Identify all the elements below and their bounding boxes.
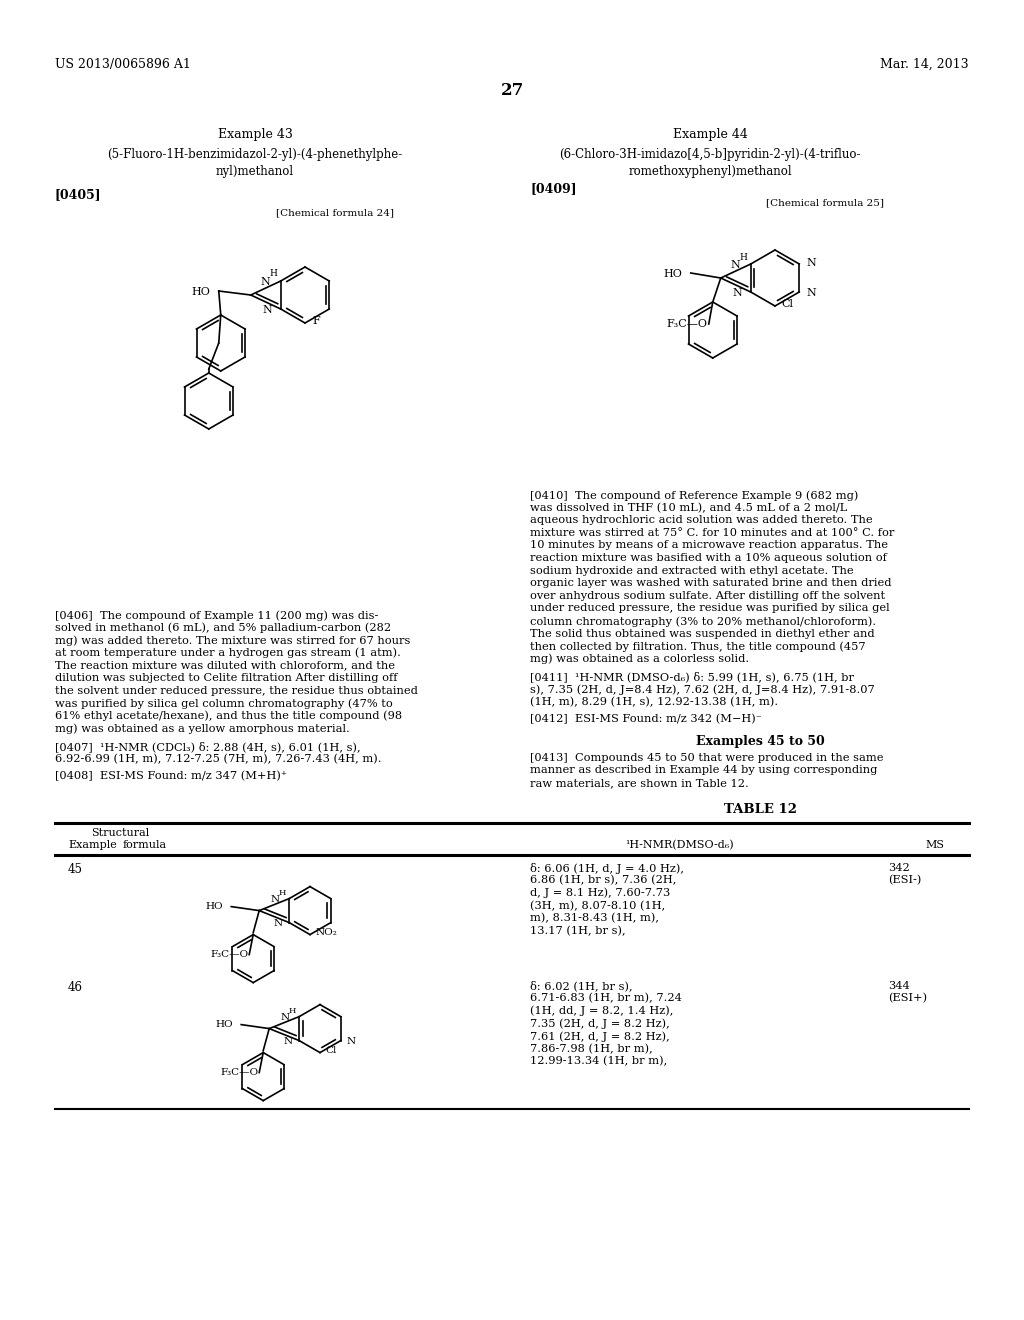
Text: manner as described in Example 44 by using corresponding: manner as described in Example 44 by usi…: [530, 766, 878, 775]
Text: 13.17 (1H, br s),: 13.17 (1H, br s),: [530, 925, 626, 936]
Text: (3H, m), 8.07-8.10 (1H,: (3H, m), 8.07-8.10 (1H,: [530, 900, 666, 911]
Text: 27: 27: [501, 82, 523, 99]
Text: 7.35 (2H, d, J = 8.2 Hz),: 7.35 (2H, d, J = 8.2 Hz),: [530, 1019, 670, 1030]
Text: (1H, m), 8.29 (1H, s), 12.92-13.38 (1H, m).: (1H, m), 8.29 (1H, s), 12.92-13.38 (1H, …: [530, 697, 778, 708]
Text: 6.92-6.99 (1H, m), 7.12-7.25 (7H, m), 7.26-7.43 (4H, m).: 6.92-6.99 (1H, m), 7.12-7.25 (7H, m), 7.…: [55, 754, 382, 764]
Text: [0413]  Compounds 45 to 50 that were produced in the same: [0413] Compounds 45 to 50 that were prod…: [530, 752, 884, 763]
Text: N: N: [261, 277, 270, 286]
Text: m), 8.31-8.43 (1H, m),: m), 8.31-8.43 (1H, m),: [530, 913, 659, 924]
Text: US 2013/0065896 A1: US 2013/0065896 A1: [55, 58, 190, 71]
Text: raw materials, are shown in Table 12.: raw materials, are shown in Table 12.: [530, 777, 749, 788]
Text: 342: 342: [888, 862, 909, 873]
Text: H: H: [289, 1007, 296, 1015]
Text: sodium hydroxide and extracted with ethyl acetate. The: sodium hydroxide and extracted with ethy…: [530, 565, 854, 576]
Text: The solid thus obtained was suspended in diethyl ether and: The solid thus obtained was suspended in…: [530, 628, 874, 639]
Text: δ: 6.06 (1H, d, J = 4.0 Hz),: δ: 6.06 (1H, d, J = 4.0 Hz),: [530, 862, 684, 874]
Text: N: N: [270, 895, 280, 904]
Text: N: N: [733, 288, 742, 298]
Text: [0409]: [0409]: [530, 182, 577, 195]
Text: ¹H-NMR(DMSO-d₆): ¹H-NMR(DMSO-d₆): [626, 840, 734, 850]
Text: N: N: [284, 1038, 293, 1047]
Text: (6-Chloro-3H-imidazo[4,5-b]pyridin-2-yl)-(4-trifluo-: (6-Chloro-3H-imidazo[4,5-b]pyridin-2-yl)…: [559, 148, 861, 161]
Text: 344: 344: [888, 981, 909, 990]
Text: Cl: Cl: [325, 1047, 336, 1055]
Text: [0410]  The compound of Reference Example 9 (682 mg): [0410] The compound of Reference Example…: [530, 490, 858, 500]
Text: HO: HO: [664, 269, 682, 279]
Text: dilution was subjected to Celite filtration After distilling off: dilution was subjected to Celite filtrat…: [55, 673, 397, 682]
Text: 6.71-6.83 (1H, br m), 7.24: 6.71-6.83 (1H, br m), 7.24: [530, 993, 682, 1003]
Text: F₃C—O: F₃C—O: [667, 319, 708, 329]
Text: [0406]  The compound of Example 11 (200 mg) was dis-: [0406] The compound of Example 11 (200 m…: [55, 610, 379, 620]
Text: H: H: [269, 269, 278, 279]
Text: was dissolved in THF (10 mL), and 4.5 mL of a 2 mol/L: was dissolved in THF (10 mL), and 4.5 mL…: [530, 503, 847, 513]
Text: Examples 45 to 50: Examples 45 to 50: [695, 735, 824, 748]
Text: [0405]: [0405]: [55, 187, 101, 201]
Text: the solvent under reduced pressure, the residue thus obtained: the solvent under reduced pressure, the …: [55, 685, 418, 696]
Text: HO: HO: [191, 286, 210, 297]
Text: [0412]  ESI-MS Found: m/z 342 (M−H)⁻: [0412] ESI-MS Found: m/z 342 (M−H)⁻: [530, 714, 762, 725]
Text: F₃C—O: F₃C—O: [210, 950, 248, 960]
Text: HO: HO: [206, 902, 223, 911]
Text: column chromatography (3% to 20% methanol/chloroform).: column chromatography (3% to 20% methano…: [530, 616, 877, 627]
Text: The reaction mixture was diluted with chloroform, and the: The reaction mixture was diluted with ch…: [55, 660, 395, 671]
Text: (ESI+): (ESI+): [888, 993, 927, 1003]
Text: Mar. 14, 2013: Mar. 14, 2013: [881, 58, 969, 71]
Text: solved in methanol (6 mL), and 5% palladium-carbon (282: solved in methanol (6 mL), and 5% pallad…: [55, 623, 391, 634]
Text: F: F: [312, 315, 319, 326]
Text: aqueous hydrochloric acid solution was added thereto. The: aqueous hydrochloric acid solution was a…: [530, 515, 872, 525]
Text: mixture was stirred at 75° C. for 10 minutes and at 100° C. for: mixture was stirred at 75° C. for 10 min…: [530, 528, 894, 537]
Text: mg) was added thereto. The mixture was stirred for 67 hours: mg) was added thereto. The mixture was s…: [55, 635, 411, 645]
Text: 61% ethyl acetate/hexane), and thus the title compound (98: 61% ethyl acetate/hexane), and thus the …: [55, 710, 402, 721]
Text: Example 43: Example 43: [217, 128, 293, 141]
Text: 46: 46: [68, 981, 83, 994]
Text: [0411]  ¹H-NMR (DMSO-d₆) δ: 5.99 (1H, s), 6.75 (1H, br: [0411] ¹H-NMR (DMSO-d₆) δ: 5.99 (1H, s),…: [530, 672, 854, 682]
Text: N: N: [281, 1014, 290, 1022]
Text: Cl: Cl: [781, 300, 793, 309]
Text: 45: 45: [68, 862, 83, 875]
Text: [0408]  ESI-MS Found: m/z 347 (M+H)⁺: [0408] ESI-MS Found: m/z 347 (M+H)⁺: [55, 771, 287, 781]
Text: H: H: [739, 252, 748, 261]
Text: formula: formula: [123, 840, 167, 850]
Text: [Chemical formula 25]: [Chemical formula 25]: [766, 198, 884, 207]
Text: s), 7.35 (2H, d, J=8.4 Hz), 7.62 (2H, d, J=8.4 Hz), 7.91-8.07: s), 7.35 (2H, d, J=8.4 Hz), 7.62 (2H, d,…: [530, 684, 874, 694]
Text: nyl)methanol: nyl)methanol: [216, 165, 294, 178]
Text: 7.86-7.98 (1H, br m),: 7.86-7.98 (1H, br m),: [530, 1044, 652, 1053]
Text: over anhydrous sodium sulfate. After distilling off the solvent: over anhydrous sodium sulfate. After dis…: [530, 591, 885, 601]
Text: 6.86 (1H, br s), 7.36 (2H,: 6.86 (1H, br s), 7.36 (2H,: [530, 875, 677, 886]
Text: mg) was obtained as a colorless solid.: mg) was obtained as a colorless solid.: [530, 653, 750, 664]
Text: under reduced pressure, the residue was purified by silica gel: under reduced pressure, the residue was …: [530, 603, 890, 614]
Text: romethoxyphenyl)methanol: romethoxyphenyl)methanol: [628, 165, 792, 178]
Text: N: N: [806, 257, 816, 268]
Text: organic layer was washed with saturated brine and then dried: organic layer was washed with saturated …: [530, 578, 892, 589]
Text: F₃C—O: F₃C—O: [220, 1068, 258, 1077]
Text: N: N: [263, 305, 272, 315]
Text: mg) was obtained as a yellow amorphous material.: mg) was obtained as a yellow amorphous m…: [55, 723, 350, 734]
Text: (ESI-): (ESI-): [888, 875, 922, 886]
Text: Example: Example: [68, 840, 117, 850]
Text: N: N: [347, 1038, 356, 1047]
Text: N: N: [731, 260, 740, 271]
Text: was purified by silica gel column chromatography (47% to: was purified by silica gel column chroma…: [55, 698, 393, 709]
Text: reaction mixture was basified with a 10% aqueous solution of: reaction mixture was basified with a 10%…: [530, 553, 887, 564]
Text: [Chemical formula 24]: [Chemical formula 24]: [276, 209, 394, 216]
Text: H: H: [279, 888, 286, 896]
Text: 7.61 (2H, d, J = 8.2 Hz),: 7.61 (2H, d, J = 8.2 Hz),: [530, 1031, 670, 1041]
Text: Structural: Structural: [91, 828, 150, 838]
Text: TABLE 12: TABLE 12: [724, 803, 797, 816]
Text: MS: MS: [926, 840, 944, 850]
Text: [0407]  ¹H-NMR (CDCl₃) δ: 2.88 (4H, s), 6.01 (1H, s),: [0407] ¹H-NMR (CDCl₃) δ: 2.88 (4H, s), 6…: [55, 741, 360, 752]
Text: 12.99-13.34 (1H, br m),: 12.99-13.34 (1H, br m),: [530, 1056, 668, 1067]
Text: Example 44: Example 44: [673, 128, 748, 141]
Text: 10 minutes by means of a microwave reaction apparatus. The: 10 minutes by means of a microwave react…: [530, 540, 888, 550]
Text: (5-Fluoro-1H-benzimidazol-2-yl)-(4-phenethylphe-: (5-Fluoro-1H-benzimidazol-2-yl)-(4-phene…: [108, 148, 402, 161]
Text: then collected by filtration. Thus, the title compound (457: then collected by filtration. Thus, the …: [530, 642, 865, 652]
Text: N: N: [273, 919, 283, 928]
Text: N: N: [806, 288, 816, 298]
Text: δ: 6.02 (1H, br s),: δ: 6.02 (1H, br s),: [530, 981, 633, 991]
Text: HO: HO: [215, 1020, 233, 1030]
Text: d, J = 8.1 Hz), 7.60-7.73: d, J = 8.1 Hz), 7.60-7.73: [530, 888, 671, 899]
Text: (1H, dd, J = 8.2, 1.4 Hz),: (1H, dd, J = 8.2, 1.4 Hz),: [530, 1006, 674, 1016]
Text: at room temperature under a hydrogen gas stream (1 atm).: at room temperature under a hydrogen gas…: [55, 648, 400, 659]
Text: NO₂: NO₂: [316, 928, 338, 937]
